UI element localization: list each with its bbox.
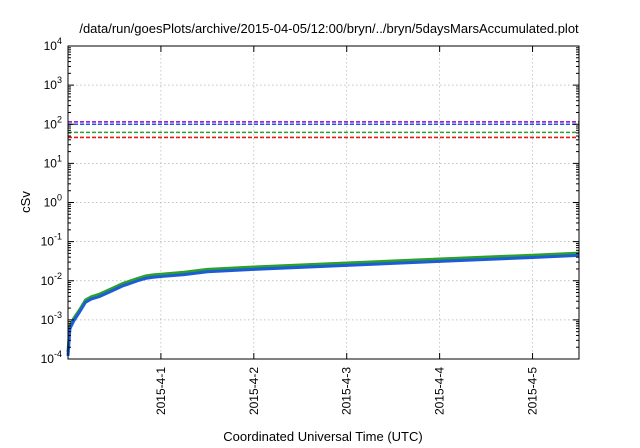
- y-tick-base: 10: [41, 313, 55, 327]
- y-tick-exponent: -4: [54, 349, 62, 359]
- series-line: [66, 253, 580, 357]
- y-tick-exponent: 1: [57, 153, 62, 163]
- series-line: [66, 251, 580, 353]
- y-tick-exponent: -3: [54, 310, 62, 320]
- y-tick-base: 10: [41, 235, 55, 249]
- x-tick-label: 2015-4-4: [433, 367, 447, 415]
- y-tick-label: 101: [44, 153, 62, 170]
- threshold-lines: [68, 121, 579, 139]
- y-tick-exponent: 3: [57, 75, 62, 85]
- y-axis-label: cSv: [18, 191, 33, 213]
- x-tick-label: 2015-4-5: [526, 367, 540, 415]
- y-tick-label: 10-1: [41, 232, 62, 249]
- y-tick-base: 10: [44, 39, 58, 53]
- chart-title: /data/run/goesPlots/archive/2015-04-05/1…: [79, 21, 579, 36]
- x-axis-label: Coordinated Universal Time (UTC): [223, 429, 422, 444]
- y-tick-base: 10: [44, 117, 58, 131]
- y-tick-exponent: 2: [57, 114, 62, 124]
- x-tick-label: 2015-4-2: [247, 367, 261, 415]
- y-tick-base: 10: [44, 196, 58, 210]
- y-tick-base: 10: [44, 78, 58, 92]
- y-tick-label: 100: [44, 193, 62, 210]
- x-tick-label: 2015-4-1: [154, 367, 168, 415]
- y-tick-exponent: 4: [57, 36, 62, 46]
- y-tick-exponent: 0: [57, 193, 62, 203]
- series-lines: [66, 251, 580, 357]
- x-tick-label: 2015-4-3: [340, 367, 354, 415]
- grid: [68, 46, 579, 359]
- y-tick-exponent: -2: [54, 271, 62, 281]
- y-tick-label: 10-4: [41, 349, 62, 366]
- y-tick-label: 10-2: [41, 271, 62, 288]
- x-tick-labels: 2015-4-1 2015-4-2 2015-4-3 2015-4-4 2015-4-5: [154, 367, 540, 415]
- y-tick-exponent: -1: [54, 232, 62, 242]
- y-tick-base: 10: [41, 274, 55, 288]
- axis-ticks: [68, 45, 579, 360]
- y-tick-label: 10-3: [41, 310, 62, 327]
- y-tick-label: 104: [44, 36, 62, 53]
- y-tick-label: 102: [44, 114, 62, 131]
- y-tick-base: 10: [44, 156, 58, 170]
- y-tick-label: 103: [44, 75, 62, 92]
- y-tick-base: 10: [41, 352, 55, 366]
